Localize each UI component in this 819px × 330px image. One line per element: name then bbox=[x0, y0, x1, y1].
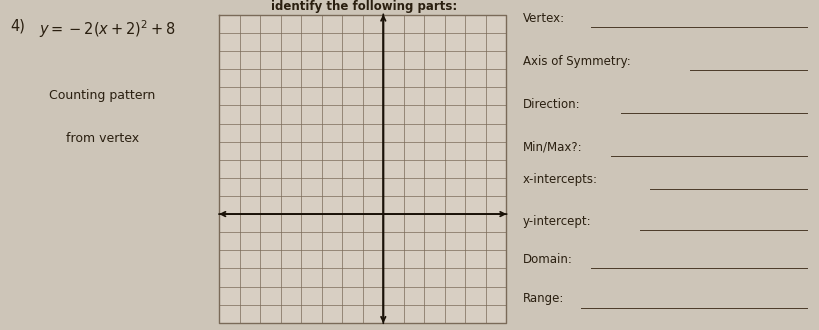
Text: Range:: Range: bbox=[523, 292, 564, 305]
Text: from vertex: from vertex bbox=[66, 132, 139, 145]
Text: Vertex:: Vertex: bbox=[523, 12, 564, 25]
Text: 4): 4) bbox=[10, 18, 25, 33]
Text: y-intercept:: y-intercept: bbox=[523, 215, 591, 228]
Text: Min/Max?:: Min/Max?: bbox=[523, 141, 582, 153]
Text: identify the following parts:: identify the following parts: bbox=[271, 0, 458, 13]
Text: x-intercepts:: x-intercepts: bbox=[523, 174, 598, 186]
Text: Domain:: Domain: bbox=[523, 253, 572, 266]
Text: Direction:: Direction: bbox=[523, 98, 580, 111]
Text: $y = -2(x + 2)^2 + 8$: $y = -2(x + 2)^2 + 8$ bbox=[39, 18, 176, 40]
Text: Counting pattern: Counting pattern bbox=[49, 89, 156, 102]
Bar bbox=[219, 15, 506, 323]
Text: Axis of Symmetry:: Axis of Symmetry: bbox=[523, 55, 631, 68]
